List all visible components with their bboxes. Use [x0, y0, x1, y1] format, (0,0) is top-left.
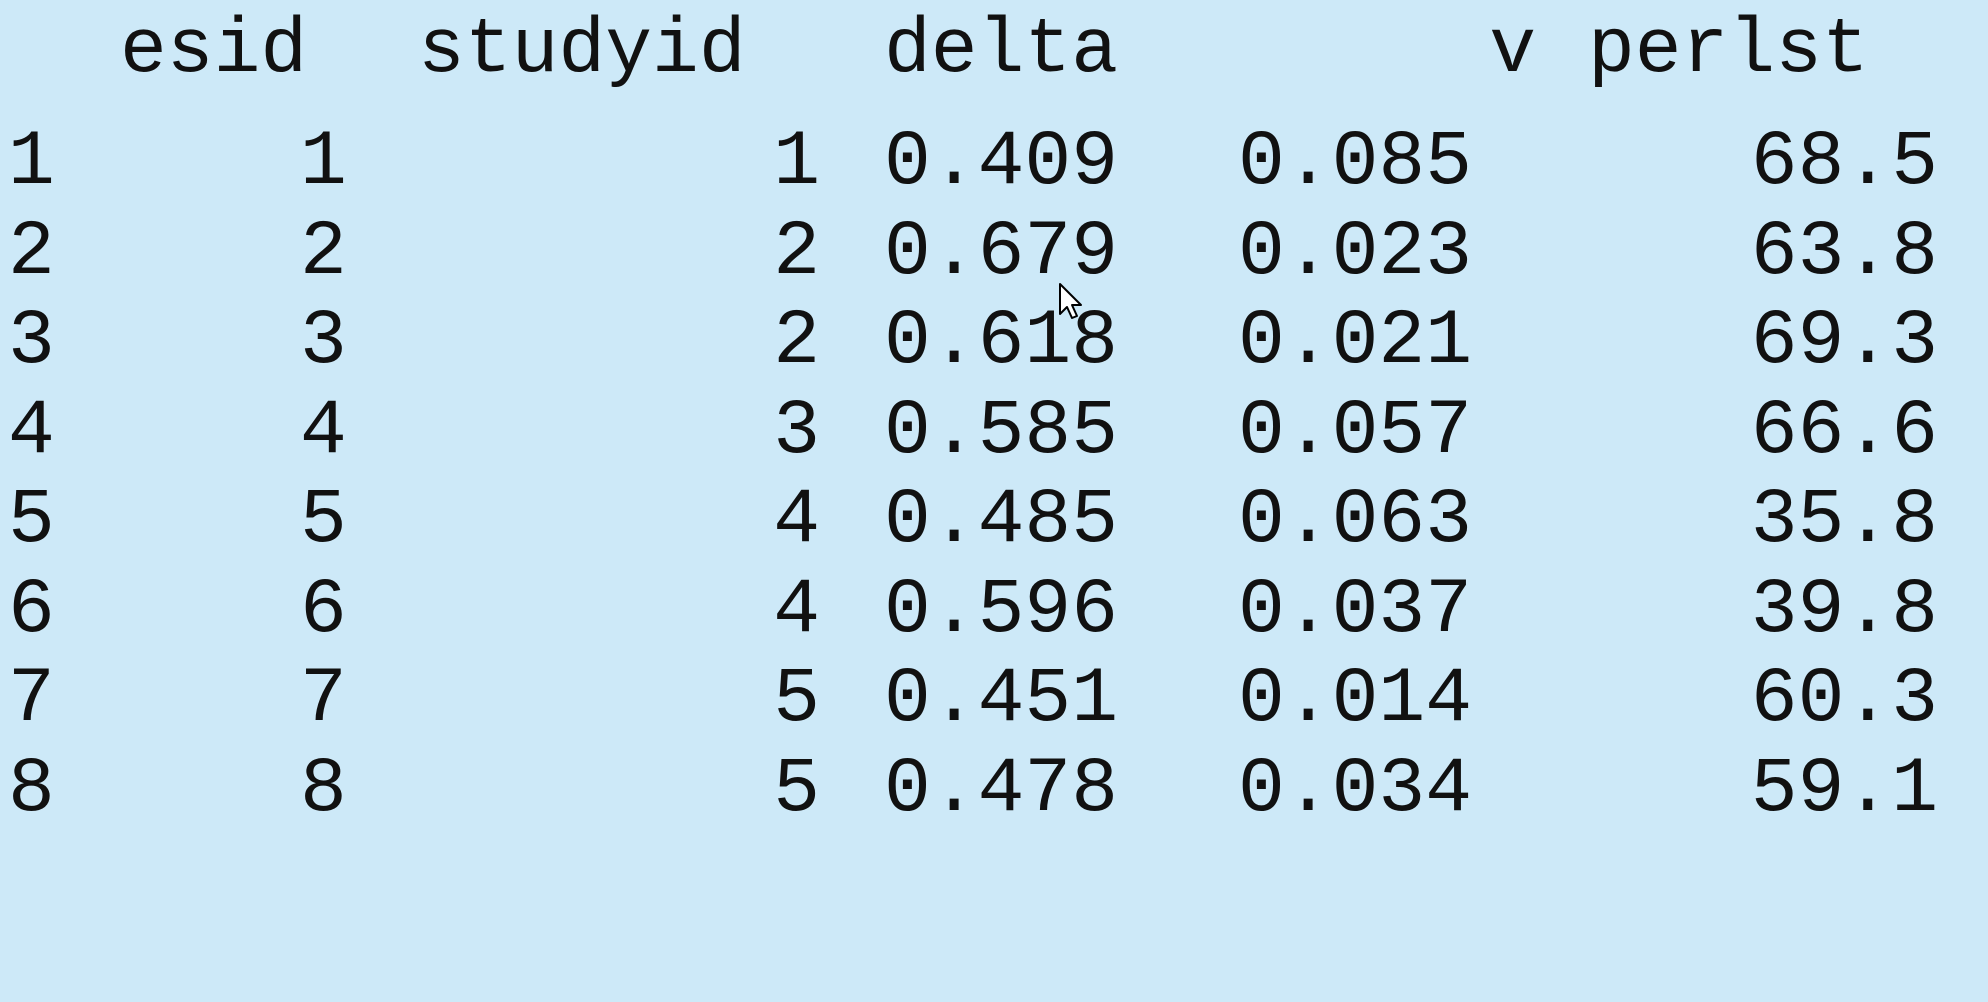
- cell-studyid: 5: [773, 656, 820, 744]
- column-header-delta: delta: [884, 7, 1119, 95]
- cell-v: 0.057: [1238, 388, 1473, 476]
- cell-delta: 0.409: [884, 119, 1119, 207]
- cell-delta: 0.485: [884, 477, 1119, 565]
- cell-rowname: 6: [8, 567, 55, 655]
- table-row: 2 2 2 0.679 0.023 63.8: [0, 214, 1988, 326]
- cell-esid: 5: [300, 477, 347, 565]
- cell-studyid: 1: [773, 119, 820, 207]
- cell-v: 0.037: [1238, 567, 1473, 655]
- cell-delta: 0.679: [884, 209, 1119, 297]
- table-row: 5 5 4 0.485 0.063 35.8: [0, 482, 1988, 594]
- cell-studyid: 3: [773, 388, 820, 476]
- cell-rowname: 1: [8, 119, 55, 207]
- table-header: esid studyid delta v perlst: [0, 12, 1988, 124]
- table-row: 1 1 1 0.409 0.085 68.5: [0, 124, 1988, 236]
- cell-esid: 1: [300, 119, 347, 207]
- table-row: 3 3 2 0.618 0.021 69.3: [0, 303, 1988, 415]
- cell-delta: 0.596: [884, 567, 1119, 655]
- table-row: 7 7 5 0.451 0.014 60.3: [0, 661, 1988, 773]
- cell-rowname: 4: [8, 388, 55, 476]
- cell-esid: 6: [300, 567, 347, 655]
- cell-delta: 0.618: [884, 298, 1119, 386]
- cell-perlst: 68.5: [1750, 119, 1938, 207]
- cell-studyid: 4: [773, 567, 820, 655]
- cell-rowname: 8: [8, 746, 55, 834]
- cell-v: 0.034: [1238, 746, 1473, 834]
- cell-perlst: 60.3: [1750, 656, 1938, 744]
- cell-studyid: 2: [773, 298, 820, 386]
- column-header-v: v: [1489, 7, 1536, 95]
- cell-delta: 0.478: [884, 746, 1119, 834]
- cell-rowname: 3: [8, 298, 55, 386]
- column-header-studyid: studyid: [418, 7, 746, 95]
- cell-v: 0.021: [1238, 298, 1473, 386]
- cell-perlst: 35.8: [1750, 477, 1938, 565]
- cell-perlst: 59.1: [1750, 746, 1938, 834]
- cell-esid: 8: [300, 746, 347, 834]
- table-row: 6 6 4 0.596 0.037 39.8: [0, 572, 1988, 684]
- table-row: 8 8 5 0.478 0.034 59.1: [0, 751, 1988, 863]
- cell-delta: 0.585: [884, 388, 1119, 476]
- cell-studyid: 2: [773, 209, 820, 297]
- cell-v: 0.085: [1238, 119, 1473, 207]
- cell-studyid: 4: [773, 477, 820, 565]
- cell-studyid: 5: [773, 746, 820, 834]
- cell-v: 0.063: [1238, 477, 1473, 565]
- cell-esid: 3: [300, 298, 347, 386]
- column-header-perlst: perlst: [1588, 7, 1869, 95]
- cell-rowname: 2: [8, 209, 55, 297]
- cell-rowname: 7: [8, 656, 55, 744]
- cell-delta: 0.451: [884, 656, 1119, 744]
- cell-rowname: 5: [8, 477, 55, 565]
- cell-esid: 7: [300, 656, 347, 744]
- cell-esid: 2: [300, 209, 347, 297]
- cell-perlst: 63.8: [1750, 209, 1938, 297]
- mouse-pointer-icon: [1059, 283, 1082, 319]
- cell-v: 0.014: [1238, 656, 1473, 744]
- cell-v: 0.023: [1238, 209, 1473, 297]
- cell-perlst: 39.8: [1750, 567, 1938, 655]
- column-header-esid: esid: [120, 7, 308, 95]
- cell-perlst: 66.6: [1750, 388, 1938, 476]
- cell-esid: 4: [300, 388, 347, 476]
- table-row: 4 4 3 0.585 0.057 66.6: [0, 393, 1988, 505]
- cell-perlst: 69.3: [1750, 298, 1938, 386]
